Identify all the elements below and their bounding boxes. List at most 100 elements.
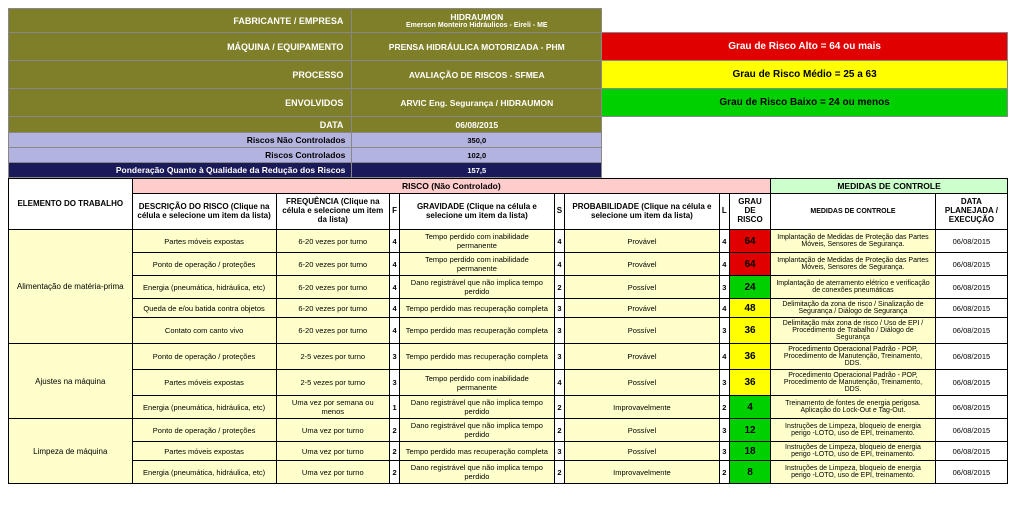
s-cell: 3 [554, 318, 565, 344]
prob-cell[interactable]: Provável [565, 344, 719, 370]
medidas-cell: Implantação de Medidas de Proteção das P… [771, 253, 936, 276]
desc-cell[interactable]: Partes móveis expostas [132, 442, 276, 461]
date-cell: 06/08/2015 [935, 419, 1007, 442]
desc-cell[interactable]: Contato com canto vivo [132, 318, 276, 344]
hdr-label: DATA [9, 117, 352, 133]
freq-cell[interactable]: Uma vez por turno [276, 461, 389, 484]
col-freq[interactable]: FREQUÊNCIA (Clique na célula e selecione… [276, 194, 389, 230]
grav-cell[interactable]: Tempo perdido com inabilidade permanente [400, 253, 554, 276]
prob-cell[interactable]: Possível [565, 442, 719, 461]
col-grau: GRAU DE RISCO [729, 194, 770, 230]
col-s: S [554, 194, 565, 230]
l-cell: 3 [719, 442, 729, 461]
l-cell: 3 [719, 318, 729, 344]
prob-cell[interactable]: Provável [565, 230, 719, 253]
prob-cell[interactable]: Possível [565, 419, 719, 442]
prob-cell[interactable]: Provável [565, 299, 719, 318]
medidas-cell: Delimitação da zona de risco / Sinalizaç… [771, 299, 936, 318]
desc-cell[interactable]: Energia (pneumática, hidráulica, etc) [132, 461, 276, 484]
desc-cell[interactable]: Energia (pneumática, hidráulica, etc) [132, 396, 276, 419]
grau-cell: 24 [729, 276, 770, 299]
desc-cell[interactable]: Ponto de operação / proteções [132, 419, 276, 442]
s-cell: 3 [554, 344, 565, 370]
desc-cell[interactable]: Queda de e/ou batida contra objetos [132, 299, 276, 318]
col-f: F [389, 194, 399, 230]
desc-cell[interactable]: Ponto de operação / proteções [132, 253, 276, 276]
freq-cell[interactable]: 2-5 vezes por turno [276, 370, 389, 396]
freq-cell[interactable]: Uma vez por semana ou menos [276, 396, 389, 419]
freq-cell[interactable]: Uma vez por turno [276, 442, 389, 461]
l-cell: 4 [719, 230, 729, 253]
stat-value: 350,0 [352, 133, 602, 148]
f-cell: 4 [389, 318, 399, 344]
prob-cell[interactable]: Improvavelmente [565, 461, 719, 484]
medidas-cell: Implantação de Medidas de Proteção das P… [771, 230, 936, 253]
medidas-cell: Treinamento de fontes de energia perigos… [771, 396, 936, 419]
date-cell: 06/08/2015 [935, 318, 1007, 344]
freq-cell[interactable]: 6-20 vezes por turno [276, 230, 389, 253]
col-grav[interactable]: GRAVIDADE (Clique na célula e selecione … [400, 194, 554, 230]
s-cell: 4 [554, 230, 565, 253]
medidas-cell: Procedimento Operacional Padrão - POP, P… [771, 344, 936, 370]
grav-cell[interactable]: Dano registrável que não implica tempo p… [400, 461, 554, 484]
stat-label: Riscos Controlados [9, 148, 352, 163]
grav-cell[interactable]: Dano registrável que não implica tempo p… [400, 419, 554, 442]
l-cell: 2 [719, 396, 729, 419]
grau-cell: 36 [729, 344, 770, 370]
grau-cell: 18 [729, 442, 770, 461]
col-data: DATA PLANEJADA / EXECUÇÃO [935, 194, 1007, 230]
grav-cell[interactable]: Dano registrável que não implica tempo p… [400, 396, 554, 419]
grav-cell[interactable]: Dano registrável que não implica tempo p… [400, 276, 554, 299]
prob-cell[interactable]: Possível [565, 370, 719, 396]
freq-cell[interactable]: 6-20 vezes por turno [276, 276, 389, 299]
grav-cell[interactable]: Tempo perdido mas recuperação completa [400, 442, 554, 461]
medidas-cell: Instruções de Limpeza, bloqueio de energ… [771, 419, 936, 442]
desc-cell[interactable]: Partes móveis expostas [132, 370, 276, 396]
desc-cell[interactable]: Energia (pneumática, hidráulica, etc) [132, 276, 276, 299]
freq-cell[interactable]: 2-5 vezes por turno [276, 344, 389, 370]
prob-cell[interactable]: Improvavelmente [565, 396, 719, 419]
date-cell: 06/08/2015 [935, 230, 1007, 253]
prob-cell[interactable]: Possível [565, 318, 719, 344]
col-elemento: ELEMENTO DO TRABALHO [9, 179, 133, 230]
hdr-value: ARVIC Eng. Segurança / HIDRAUMON [352, 89, 602, 117]
date-cell: 06/08/2015 [935, 461, 1007, 484]
l-cell: 3 [719, 370, 729, 396]
grau-cell: 64 [729, 230, 770, 253]
f-cell: 4 [389, 230, 399, 253]
grav-cell[interactable]: Tempo perdido com inabilidade permanente [400, 370, 554, 396]
freq-cell[interactable]: Uma vez por turno [276, 419, 389, 442]
legend-medio: Grau de Risco Médio = 25 a 63 [602, 61, 1008, 89]
grau-cell: 36 [729, 370, 770, 396]
medidas-cell: Implantação de aterramento elétrico e ve… [771, 276, 936, 299]
f-cell: 4 [389, 299, 399, 318]
medidas-cell: Instruções de Limpeza, bloqueio de energ… [771, 442, 936, 461]
l-cell: 2 [719, 461, 729, 484]
freq-cell[interactable]: 6-20 vezes por turno [276, 299, 389, 318]
prob-cell[interactable]: Provável [565, 253, 719, 276]
desc-cell[interactable]: Ponto de operação / proteções [132, 344, 276, 370]
f-cell: 2 [389, 419, 399, 442]
section-ctrl: MEDIDAS DE CONTROLE [771, 179, 1008, 194]
grav-cell[interactable]: Tempo perdido mas recuperação completa [400, 299, 554, 318]
freq-cell[interactable]: 6-20 vezes por turno [276, 318, 389, 344]
grav-cell[interactable]: Tempo perdido mas recuperação completa [400, 344, 554, 370]
s-cell: 2 [554, 419, 565, 442]
prob-cell[interactable]: Possível [565, 276, 719, 299]
col-prob[interactable]: PROBABILIDADE (Clique na célula e seleci… [565, 194, 719, 230]
elemento-cell: Limpeza de máquina [9, 419, 133, 484]
freq-cell[interactable]: 6-20 vezes por turno [276, 253, 389, 276]
col-medidas: MEDIDAS DE CONTROLE [771, 194, 936, 230]
l-cell: 3 [719, 419, 729, 442]
grav-cell[interactable]: Tempo perdido mas recuperação completa [400, 318, 554, 344]
col-desc[interactable]: DESCRIÇÃO DO RISCO (Clique na célula e s… [132, 194, 276, 230]
medidas-cell: Procedimento Operacional Padrão - POP, P… [771, 370, 936, 396]
desc-cell[interactable]: Partes móveis expostas [132, 230, 276, 253]
grau-cell: 36 [729, 318, 770, 344]
grav-cell[interactable]: Tempo perdido com inabilidade permanente [400, 230, 554, 253]
grau-cell: 8 [729, 461, 770, 484]
legend-baixo: Grau de Risco Baixo = 24 ou menos [602, 89, 1008, 117]
header-table: FABRICANTE / EMPRESA HIDRAUMON Emerson M… [8, 8, 1008, 178]
f-cell: 4 [389, 276, 399, 299]
date-cell: 06/08/2015 [935, 276, 1007, 299]
